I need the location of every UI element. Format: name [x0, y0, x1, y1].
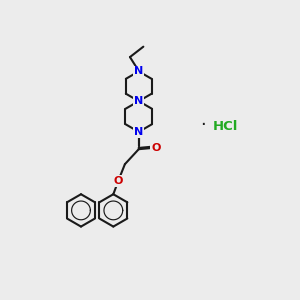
Text: HCl: HCl: [213, 120, 238, 133]
Text: ·: ·: [200, 116, 206, 134]
Text: O: O: [114, 176, 123, 186]
Text: N: N: [134, 96, 143, 106]
Text: N: N: [134, 127, 143, 137]
Text: N: N: [134, 66, 143, 76]
Text: O: O: [151, 143, 160, 153]
Text: N: N: [134, 127, 143, 137]
